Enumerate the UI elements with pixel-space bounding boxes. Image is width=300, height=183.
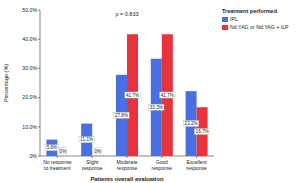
legend-title: Treatment performed bbox=[222, 8, 277, 14]
y-tick bbox=[38, 10, 40, 11]
bar bbox=[81, 124, 92, 156]
data-label: 41.7% bbox=[126, 93, 139, 98]
label-box bbox=[79, 137, 95, 143]
y-axis bbox=[40, 10, 41, 156]
bar bbox=[57, 156, 68, 157]
y-tick-label: 20.0% bbox=[22, 94, 37, 100]
label-box bbox=[149, 104, 165, 110]
x-tick-label: Excellentresponse bbox=[186, 159, 207, 171]
x-axis-title: Patients overall evaluation bbox=[90, 176, 164, 182]
legend-label: IPL bbox=[230, 16, 238, 22]
x-tick-label: Moderateresponse bbox=[116, 159, 137, 171]
y-tick-label: 30.0% bbox=[22, 65, 37, 71]
x-tick bbox=[161, 156, 162, 158]
x-tick bbox=[57, 156, 58, 158]
legend-label: Nd:YAG or Nd:YAG + ILP bbox=[230, 24, 289, 30]
label-box bbox=[59, 148, 66, 154]
y-tick bbox=[38, 97, 40, 98]
x-tick-label: Goodresponse bbox=[152, 159, 173, 171]
label-box bbox=[46, 145, 59, 151]
bar bbox=[46, 140, 57, 156]
legend-swatch bbox=[222, 17, 228, 22]
data-label: 41.7% bbox=[161, 93, 174, 98]
data-label: 11.1% bbox=[80, 137, 93, 142]
label-line: response bbox=[186, 165, 207, 171]
label-box bbox=[194, 128, 210, 134]
y-axis-title: Percentage (%) bbox=[3, 64, 9, 102]
x-tick bbox=[196, 156, 197, 158]
x-tick bbox=[92, 156, 93, 158]
data-label: 5.6% bbox=[47, 145, 57, 150]
y-tick-label: .0% bbox=[28, 153, 37, 159]
data-label: 33.3% bbox=[150, 105, 163, 110]
data-label: 22.2% bbox=[185, 121, 198, 126]
label-box bbox=[160, 92, 176, 98]
label-line: to treatment bbox=[44, 165, 71, 171]
chart: .0% 10.0% 20.0% 30.0% 40.0% 50.0% Percentage (… bbox=[0, 0, 300, 183]
y-tick bbox=[38, 156, 40, 157]
data-label: 27.8% bbox=[115, 113, 128, 118]
data-label: 0% bbox=[60, 149, 67, 154]
y-tick bbox=[38, 126, 40, 127]
y-tick bbox=[38, 68, 40, 69]
data-label: 0% bbox=[94, 149, 101, 154]
legend-swatch bbox=[222, 25, 228, 30]
data-label: 16.7% bbox=[196, 129, 209, 134]
label-line: response bbox=[152, 165, 173, 171]
label-line: response bbox=[82, 165, 103, 171]
y-tick bbox=[38, 39, 40, 40]
y-tick-label: 10.0% bbox=[22, 124, 37, 130]
x-tick-label: No responseto treatment bbox=[43, 159, 72, 171]
x-tick bbox=[127, 156, 128, 158]
y-tick-label: 50.0% bbox=[22, 7, 37, 13]
x-tick-label: Slightresponse bbox=[82, 159, 103, 171]
annotation: p = 0.833 bbox=[115, 11, 138, 17]
data-labels: 5.6% 11.1% 27.8% 33.3% 22.2% 0% 0% 41.7% 41.7% 16… bbox=[46, 92, 210, 154]
label-box bbox=[114, 112, 130, 118]
label-line: response bbox=[117, 165, 138, 171]
label-box bbox=[94, 148, 101, 154]
label-box bbox=[183, 120, 199, 126]
bars bbox=[46, 34, 207, 156]
label-box bbox=[125, 92, 141, 98]
y-tick-label: 40.0% bbox=[22, 36, 37, 42]
bar bbox=[92, 156, 103, 157]
